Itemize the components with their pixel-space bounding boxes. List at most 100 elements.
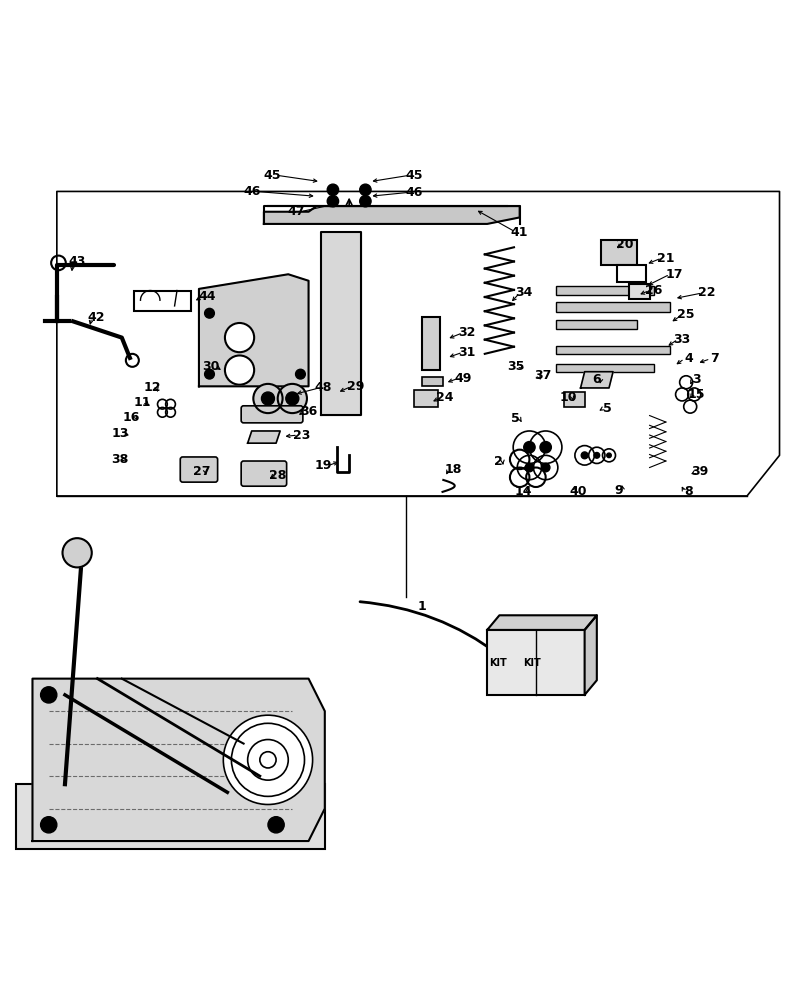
Circle shape bbox=[285, 392, 298, 405]
Text: 14: 14 bbox=[514, 485, 532, 498]
Polygon shape bbox=[247, 431, 280, 443]
Text: 6: 6 bbox=[592, 373, 600, 386]
Polygon shape bbox=[487, 615, 596, 630]
Circle shape bbox=[588, 447, 604, 463]
Text: 5: 5 bbox=[603, 402, 611, 415]
Text: 42: 42 bbox=[87, 311, 105, 324]
Text: 9: 9 bbox=[614, 484, 622, 497]
Circle shape bbox=[295, 369, 305, 379]
Bar bbox=[556, 302, 669, 312]
Text: 18: 18 bbox=[444, 463, 461, 476]
Circle shape bbox=[541, 463, 549, 472]
Circle shape bbox=[277, 384, 307, 413]
Bar bbox=[422, 317, 440, 370]
Text: 34: 34 bbox=[514, 286, 532, 299]
Text: 33: 33 bbox=[672, 333, 690, 346]
Text: 41: 41 bbox=[510, 226, 528, 239]
Text: 40: 40 bbox=[569, 485, 586, 498]
Text: 4: 4 bbox=[684, 352, 692, 365]
Bar bbox=[556, 320, 637, 329]
Polygon shape bbox=[320, 232, 361, 415]
Circle shape bbox=[525, 463, 533, 472]
Circle shape bbox=[513, 431, 545, 463]
Circle shape bbox=[574, 446, 594, 465]
Circle shape bbox=[260, 752, 276, 768]
Text: 21: 21 bbox=[656, 252, 674, 265]
Text: 27: 27 bbox=[192, 465, 210, 478]
Text: 24: 24 bbox=[436, 391, 453, 404]
Text: 36: 36 bbox=[299, 405, 317, 418]
Circle shape bbox=[509, 450, 529, 469]
Circle shape bbox=[539, 442, 551, 453]
Circle shape bbox=[41, 687, 57, 703]
Bar bbox=[414, 390, 438, 407]
Text: 19: 19 bbox=[314, 459, 332, 472]
Circle shape bbox=[247, 740, 288, 780]
Text: 46: 46 bbox=[405, 186, 423, 199]
Text: KIT: KIT bbox=[522, 658, 540, 668]
FancyBboxPatch shape bbox=[241, 406, 303, 423]
Text: 46: 46 bbox=[242, 185, 260, 198]
Text: 49: 49 bbox=[453, 372, 471, 385]
Circle shape bbox=[253, 384, 282, 413]
Circle shape bbox=[261, 392, 274, 405]
Circle shape bbox=[675, 388, 688, 401]
FancyBboxPatch shape bbox=[180, 457, 217, 482]
Text: 7: 7 bbox=[710, 352, 718, 365]
Text: 8: 8 bbox=[684, 485, 692, 498]
Text: 35: 35 bbox=[506, 360, 524, 373]
Bar bbox=[422, 377, 442, 386]
FancyBboxPatch shape bbox=[134, 291, 191, 311]
Text: 39: 39 bbox=[690, 465, 708, 478]
Text: 47: 47 bbox=[287, 205, 305, 218]
Circle shape bbox=[327, 196, 338, 207]
Circle shape bbox=[327, 184, 338, 196]
Circle shape bbox=[602, 449, 615, 462]
Circle shape bbox=[593, 452, 599, 458]
Circle shape bbox=[581, 452, 587, 459]
Text: 10: 10 bbox=[559, 391, 577, 404]
Circle shape bbox=[687, 388, 700, 401]
Polygon shape bbox=[199, 274, 308, 386]
Bar bbox=[564, 392, 584, 407]
Text: 20: 20 bbox=[616, 238, 633, 251]
Bar bbox=[629, 284, 649, 299]
Circle shape bbox=[62, 538, 92, 567]
Text: 37: 37 bbox=[533, 369, 551, 382]
Circle shape bbox=[679, 376, 692, 389]
Circle shape bbox=[359, 196, 371, 207]
Text: 12: 12 bbox=[144, 381, 161, 394]
Polygon shape bbox=[584, 615, 596, 695]
Circle shape bbox=[606, 453, 611, 458]
Text: 26: 26 bbox=[644, 284, 662, 297]
Circle shape bbox=[683, 400, 696, 413]
Text: 45: 45 bbox=[263, 169, 281, 182]
Text: 3: 3 bbox=[692, 373, 700, 386]
Text: 22: 22 bbox=[697, 286, 714, 299]
Bar bbox=[556, 286, 653, 295]
Text: 11: 11 bbox=[133, 396, 151, 409]
Circle shape bbox=[231, 723, 304, 796]
Text: 32: 32 bbox=[457, 326, 475, 339]
Circle shape bbox=[533, 455, 557, 480]
Text: 25: 25 bbox=[676, 308, 694, 321]
Text: 28: 28 bbox=[268, 469, 286, 482]
Text: 13: 13 bbox=[111, 427, 129, 440]
Polygon shape bbox=[32, 679, 324, 841]
Text: 2: 2 bbox=[494, 455, 502, 468]
Bar bbox=[16, 784, 324, 849]
Bar bbox=[556, 364, 653, 372]
Circle shape bbox=[41, 817, 57, 833]
Circle shape bbox=[359, 184, 371, 196]
Text: 5: 5 bbox=[511, 412, 519, 425]
Bar bbox=[600, 240, 637, 265]
FancyBboxPatch shape bbox=[241, 461, 286, 486]
Text: 43: 43 bbox=[68, 255, 86, 268]
Text: 23: 23 bbox=[293, 429, 311, 442]
Polygon shape bbox=[580, 372, 612, 388]
Text: 45: 45 bbox=[405, 169, 423, 182]
Text: 29: 29 bbox=[346, 380, 364, 393]
Circle shape bbox=[526, 468, 545, 487]
Circle shape bbox=[523, 442, 534, 453]
Text: 1: 1 bbox=[418, 600, 426, 613]
